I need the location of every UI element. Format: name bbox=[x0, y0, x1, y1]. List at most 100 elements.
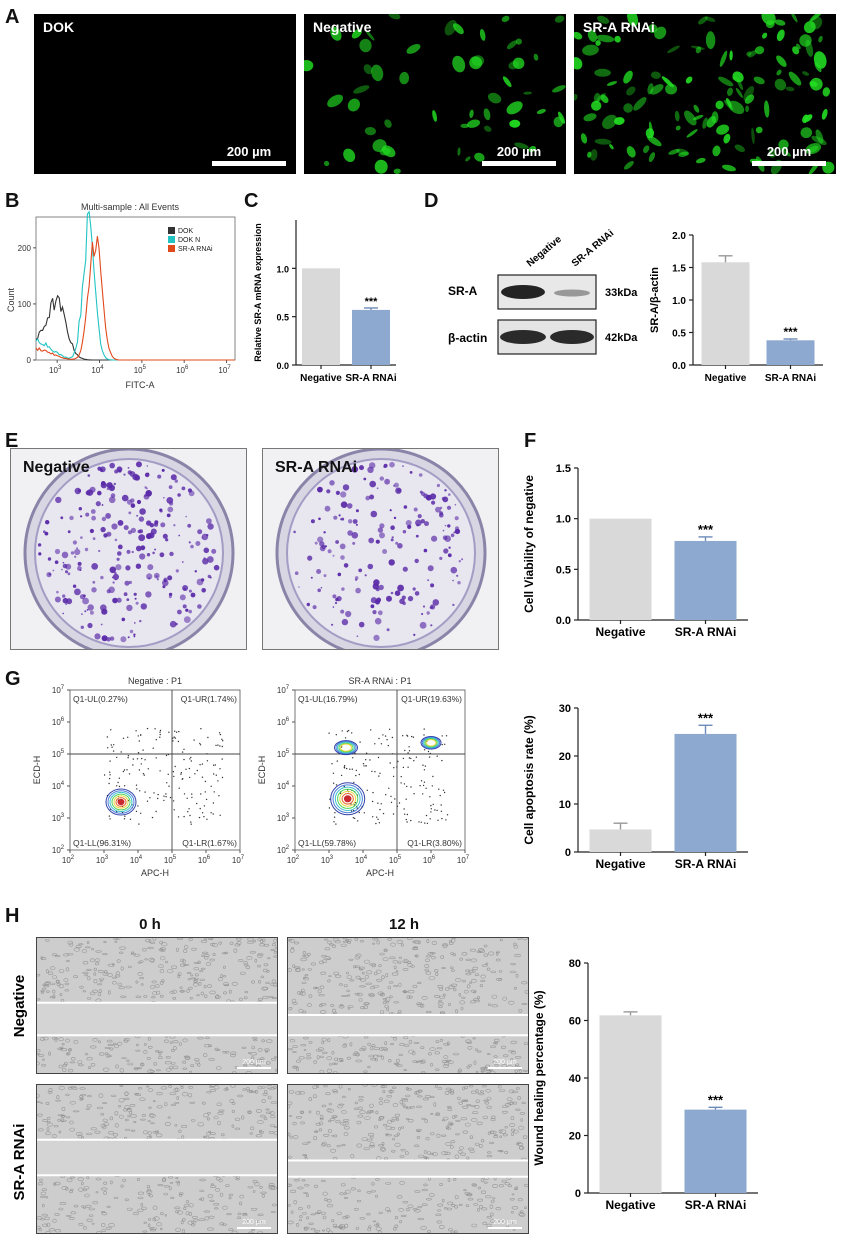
colony bbox=[402, 566, 408, 572]
event-dot bbox=[394, 798, 396, 800]
cell bbox=[398, 956, 402, 959]
colony bbox=[370, 604, 375, 609]
cell bbox=[249, 1132, 253, 1135]
cell bbox=[406, 995, 411, 999]
fluorescent-cell bbox=[323, 160, 330, 167]
colony bbox=[319, 541, 325, 547]
cell bbox=[405, 1208, 410, 1212]
colony bbox=[201, 588, 206, 593]
x-category-label: SR-A RNAi bbox=[675, 625, 737, 639]
cell bbox=[306, 1216, 310, 1220]
colony bbox=[60, 516, 64, 520]
fluorescent-cell bbox=[444, 19, 457, 36]
event-dot bbox=[106, 736, 109, 738]
colony bbox=[335, 490, 340, 495]
cell bbox=[223, 975, 227, 978]
y-tick-label: 0.5 bbox=[672, 329, 686, 340]
cell bbox=[498, 1129, 503, 1134]
event-dot bbox=[408, 746, 410, 748]
cell bbox=[296, 1059, 301, 1063]
fluorescent-cell bbox=[536, 108, 546, 115]
cell bbox=[450, 1089, 455, 1094]
cell bbox=[429, 1047, 436, 1051]
cell bbox=[147, 1088, 154, 1092]
cell bbox=[98, 989, 102, 993]
cell bbox=[82, 961, 89, 965]
colony bbox=[414, 591, 420, 596]
fluorescent-cell bbox=[776, 55, 787, 67]
cell bbox=[401, 1098, 408, 1101]
cell bbox=[180, 989, 184, 993]
cell bbox=[119, 946, 126, 950]
cell bbox=[376, 978, 383, 982]
cell bbox=[65, 1093, 70, 1097]
cell bbox=[369, 1142, 375, 1147]
cell bbox=[359, 1217, 366, 1220]
cell bbox=[486, 1096, 492, 1101]
event-dot bbox=[140, 812, 142, 814]
cell bbox=[72, 1087, 78, 1090]
cell bbox=[395, 1117, 400, 1122]
cell bbox=[73, 947, 81, 952]
colony bbox=[139, 508, 146, 515]
cell bbox=[465, 1193, 473, 1197]
event-dot bbox=[174, 737, 177, 739]
cell bbox=[358, 1098, 364, 1102]
cell bbox=[421, 1203, 428, 1206]
cell bbox=[195, 1061, 200, 1065]
cell bbox=[57, 1114, 64, 1117]
cell bbox=[94, 958, 101, 963]
cell bbox=[66, 1053, 70, 1056]
cell bbox=[170, 1103, 176, 1107]
cell bbox=[390, 942, 396, 947]
colony bbox=[424, 521, 429, 527]
cell bbox=[412, 1060, 418, 1063]
fluorescent-cell bbox=[765, 20, 775, 29]
cell bbox=[80, 1181, 84, 1186]
cell bbox=[257, 954, 263, 958]
histogram-xlabel: FITC-A bbox=[126, 380, 155, 390]
micrograph-title: SR-A RNAi bbox=[583, 19, 655, 35]
cell bbox=[137, 1067, 142, 1070]
event-dot bbox=[205, 798, 208, 801]
colony bbox=[114, 572, 117, 575]
cell bbox=[363, 959, 370, 964]
cell bbox=[517, 938, 522, 940]
cell bbox=[292, 1045, 298, 1049]
cell bbox=[59, 993, 63, 997]
cell bbox=[458, 1068, 463, 1073]
cell bbox=[190, 977, 196, 980]
cell bbox=[46, 1122, 53, 1127]
cell bbox=[265, 1111, 272, 1114]
cell bbox=[249, 1061, 254, 1066]
cell bbox=[462, 1130, 469, 1134]
cell bbox=[92, 1038, 99, 1042]
event-dot bbox=[424, 822, 426, 824]
colony bbox=[153, 572, 160, 579]
cell bbox=[385, 1000, 389, 1004]
event-dot bbox=[215, 774, 217, 776]
colony bbox=[56, 590, 59, 594]
cell bbox=[234, 1117, 241, 1121]
fluorescent-cell bbox=[557, 111, 566, 124]
event-dot bbox=[424, 765, 427, 767]
event-dot bbox=[163, 795, 165, 797]
cell bbox=[84, 1193, 90, 1198]
cell bbox=[490, 1199, 495, 1203]
event-dot bbox=[402, 766, 405, 769]
cell bbox=[420, 1071, 426, 1073]
cell bbox=[109, 1116, 114, 1121]
cell bbox=[301, 981, 307, 984]
fluorescent-cell bbox=[815, 129, 824, 144]
cell bbox=[119, 1114, 124, 1119]
panel-label-a: A bbox=[5, 6, 20, 28]
legend-swatch bbox=[168, 227, 175, 234]
cell bbox=[431, 955, 436, 960]
cell bbox=[115, 1064, 119, 1069]
cell bbox=[302, 954, 306, 957]
cell bbox=[298, 1056, 305, 1060]
event-dot bbox=[136, 758, 139, 760]
colony bbox=[77, 489, 82, 493]
cell bbox=[439, 1011, 445, 1014]
cell bbox=[465, 958, 472, 961]
